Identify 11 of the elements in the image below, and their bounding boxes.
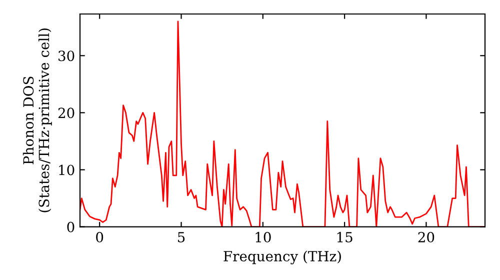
x-tick-label: 0	[96, 232, 104, 242]
x-tick-label: 10	[256, 232, 271, 242]
y-tick-label: 20	[58, 108, 74, 118]
y-tick-label: 10	[59, 164, 74, 176]
y-tick-label: 30	[58, 50, 74, 62]
y-axis-title: Phonon DOS (States/THz·primitive cell)	[22, 28, 52, 212]
x-tick-label: 5	[178, 232, 185, 242]
x-tick-label: 20	[418, 232, 434, 242]
x-tick-label: 15	[337, 232, 352, 242]
x-axis-title: Frequency (THz)	[224, 250, 341, 264]
y-tick-label: 0	[67, 222, 74, 232]
